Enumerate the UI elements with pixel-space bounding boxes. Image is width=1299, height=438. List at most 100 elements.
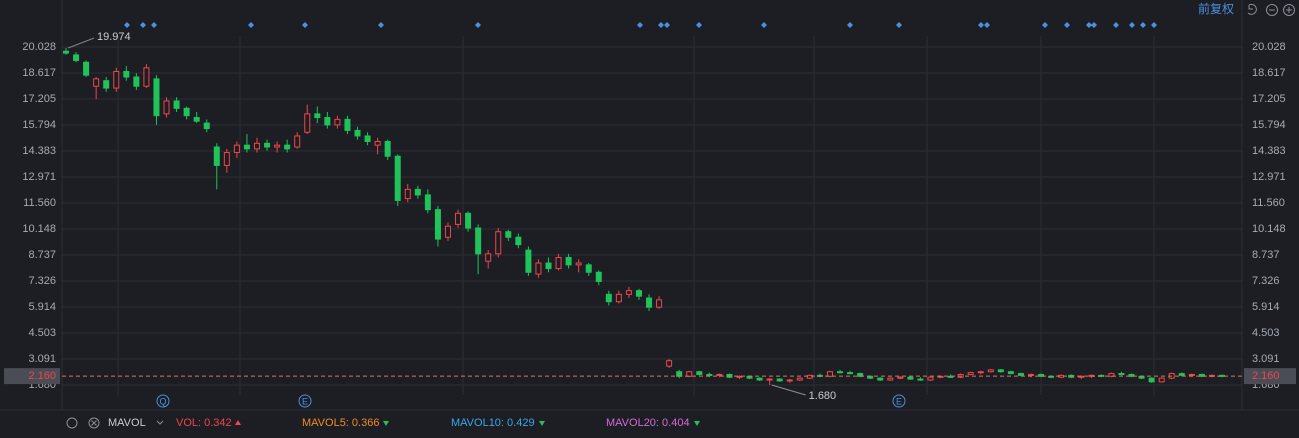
y-tick-label: 11.560 [23,197,56,209]
last-price-label: 2.160 [1252,370,1280,382]
candle-body [1028,373,1035,376]
candle-body [1148,377,1155,383]
dropdown-icon[interactable] [156,420,164,425]
event-diamonds [124,22,1157,28]
candle-body [404,188,411,200]
candle-body [424,194,431,211]
candle-body [796,377,803,381]
candle-body [826,371,833,377]
candle-body [354,129,361,137]
indicator-toolbar: MAVOL [66,417,164,429]
low-pointer [771,384,806,396]
high-label: 19.974 [97,31,131,43]
y-tick-label: 17.205 [22,93,56,105]
candle-body [736,375,743,378]
trend-down [539,421,545,426]
candle-body [595,271,602,282]
candle-body [183,107,190,117]
candle-body [123,70,130,78]
candle-body [284,144,291,150]
indicator-value: MAVOL20: 0.404 [606,417,690,429]
y-tick-label: 4.503 [28,327,56,339]
candle-body [153,78,160,117]
candle-body [887,377,894,381]
last-price-box [4,368,60,385]
y-tick-label: 5.914 [28,301,56,313]
candle-body [917,378,924,381]
y-tick-label-right: 20.028 [1252,41,1286,53]
y-tick-label: 14.383 [22,145,56,157]
y-tick-label-right: 15.794 [1252,119,1286,131]
candle-body [555,257,562,270]
event-label[interactable]: E [896,396,902,406]
candle-body [475,227,482,255]
y-tick-label: 7.326 [28,275,56,287]
candle-body [947,375,954,378]
candle-body [1198,373,1205,377]
last-price-box [1244,368,1296,385]
candle-body [1007,371,1014,375]
candle-body [83,61,90,76]
candle-body [837,371,844,374]
candle-body [1118,373,1125,376]
candle-body [927,376,934,381]
event-label[interactable]: Q [159,396,166,406]
candle-body [173,100,180,109]
last-price-label: 2.160 [28,370,56,382]
candle-body [304,113,311,133]
toolbar-icons[interactable] [1247,3,1295,16]
y-tick-label-right: 4.503 [1252,327,1280,339]
candle-body [1188,373,1195,376]
adjust-mode[interactable]: 前复权 [1198,1,1234,16]
settings-icon[interactable] [66,417,78,429]
candle-body [585,264,592,273]
candle-body [103,80,110,89]
candle-body [434,209,441,240]
candle-body [264,142,271,148]
candle-body [676,371,683,377]
candle-body [203,122,210,130]
candle-body [897,376,904,379]
candle-body [384,140,391,157]
event-label[interactable]: E [302,396,308,406]
candle-body [756,377,763,381]
candle-body [706,373,713,376]
close-icon[interactable] [88,417,100,429]
candle-body [776,378,783,382]
candle-body [324,117,331,126]
y-tick-label-right: 14.383 [1252,145,1286,157]
candle-body [967,372,974,375]
candle-body [1017,373,1024,376]
y-tick-label-right: 17.205 [1252,93,1286,105]
candle-body [374,140,381,146]
low-label: 1.680 [809,390,837,402]
candle-body [364,135,371,142]
candle-body [806,374,813,379]
trend-down [383,421,389,426]
candle-body [63,50,69,54]
candle-body [314,113,321,119]
candle-body [1128,373,1135,377]
candle-body [977,371,984,374]
candle-body [877,377,884,381]
candle-body [987,369,994,373]
candle-body [213,146,220,166]
candle-body [1108,373,1115,377]
candle-body [565,257,572,266]
indicator-name[interactable]: MAVOL [108,417,146,429]
candle-body [444,225,451,238]
event-markers[interactable]: Q E E [156,394,906,408]
candle-body [163,100,170,115]
candle-body [1038,373,1045,377]
indicator-value: MAVOL10: 0.429 [451,417,535,429]
candle-body [495,231,502,255]
candle-body [907,376,914,380]
y-tick-label: 18.617 [22,67,56,79]
y-tick-label: 12.971 [22,171,56,183]
candle-body [515,236,522,246]
candle-body [505,231,512,238]
candle-body [465,212,472,229]
y-tick-label-right: 5.914 [1252,301,1280,313]
